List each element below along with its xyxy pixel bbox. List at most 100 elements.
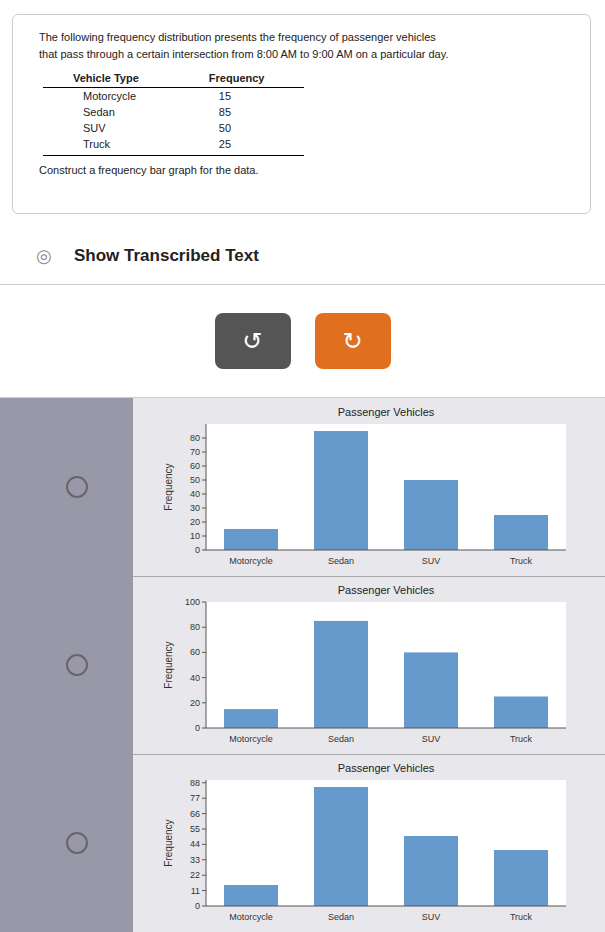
y-tick-label: 0 (195, 901, 200, 911)
x-tick-label: Truck (510, 556, 533, 566)
y-tick-label: 44 (190, 839, 200, 849)
radio-button[interactable] (66, 654, 88, 676)
y-axis-label: Frequency (163, 463, 174, 510)
x-tick-label: Motorcycle (229, 556, 273, 566)
button-bar: ↺↻ (0, 285, 605, 398)
x-tick-label: SUV (422, 734, 441, 744)
answer-option: Passenger VehiclesFrequency020406080100M… (0, 576, 605, 754)
x-axis-line (206, 728, 566, 729)
show-text[interactable]: Show Transcribed Text (74, 246, 259, 266)
x-tick-label: Motorcycle (229, 912, 273, 922)
plot-background (206, 602, 566, 728)
y-tick (202, 844, 206, 845)
table-cell: SUV (43, 120, 179, 136)
y-tick-label: 80 (190, 622, 200, 632)
x-tick-label: Motorcycle (229, 734, 273, 744)
x-tick-label: SUV (422, 556, 441, 566)
y-tick-label: 30 (190, 503, 200, 513)
chart-title: Passenger Vehicles (338, 584, 435, 596)
bar (494, 697, 548, 729)
y-tick-label: 33 (190, 855, 200, 865)
y-tick (202, 782, 206, 783)
table-cell: 25 (179, 136, 305, 156)
bar (224, 709, 278, 728)
y-tick (202, 728, 206, 729)
y-tick-label: 70 (190, 447, 200, 457)
answer-option: Passenger VehiclesFrequency0112233445566… (0, 754, 605, 932)
bar (494, 515, 548, 550)
x-tick-label: SUV (422, 912, 441, 922)
y-tick-label: 60 (190, 647, 200, 657)
y-tick-label: 77 (190, 793, 200, 803)
question-card: The following frequency distribution pre… (12, 14, 591, 214)
y-tick-label: 11 (191, 886, 200, 896)
row-separator (133, 576, 605, 577)
y-tick (202, 829, 206, 830)
table-cell: Motorcycle (43, 88, 179, 105)
bars (224, 787, 548, 906)
y-tick-label: 80 (190, 433, 200, 443)
table-header-row: Vehicle TypeFrequency (43, 70, 304, 88)
table-cell: 50 (179, 120, 305, 136)
show-transcribed[interactable]: ◎ Show Transcribed Text (0, 228, 605, 285)
y-tick (202, 677, 206, 678)
y-tick (202, 550, 206, 551)
y-tick (202, 652, 206, 653)
y-axis-line (206, 424, 207, 550)
y-axis-line (206, 602, 207, 728)
radio-button[interactable] (66, 476, 88, 498)
bar (404, 480, 458, 550)
bar (314, 787, 368, 906)
y-tick-label: 22 (190, 870, 200, 880)
bar (404, 652, 458, 728)
y-tick-label: 88 (190, 778, 200, 788)
bars (224, 431, 548, 550)
instruction-text: Construct a frequency bar graph for the … (39, 164, 564, 176)
y-tick-label: 60 (190, 461, 200, 471)
y-tick (202, 452, 206, 453)
bars (224, 621, 548, 728)
show-icon[interactable]: ◎ (36, 245, 60, 267)
undo-button[interactable]: ↺ (215, 313, 291, 369)
bar (224, 529, 278, 550)
row-separator (133, 754, 605, 755)
answer-area: Passenger Vehicles Frequency 0 10 20 30 40 50 60… (0, 398, 605, 932)
y-tick-label: 50 (190, 475, 200, 485)
y-tick (202, 813, 206, 814)
y-tick-label: 10 (190, 531, 200, 541)
y-tick-label: 100 (185, 597, 200, 607)
bar (314, 621, 368, 728)
plot-background (206, 780, 566, 906)
x-axis-line (206, 906, 566, 907)
table-cell: Truck (43, 136, 179, 156)
y-tick (202, 494, 206, 495)
bar-chart: Passenger VehiclesFrequency0102030405060… (160, 402, 580, 572)
y-tick (202, 522, 206, 523)
bar (494, 850, 548, 906)
table-cell: 85 (179, 104, 305, 120)
y-tick-label: 20 (190, 698, 200, 708)
y-tick-label: 40 (190, 673, 200, 683)
y-tick-label: 66 (190, 809, 200, 819)
y-tick (202, 536, 206, 537)
y-tick-label: 40 (190, 489, 200, 499)
y-tick (202, 602, 206, 603)
y-axis-line (206, 780, 207, 906)
y-tick (202, 890, 206, 891)
y-tick-label: 0 (195, 723, 200, 733)
table-cell: 15 (179, 88, 305, 105)
y-tick (202, 438, 206, 439)
y-tick (202, 798, 206, 799)
x-tick-label: Truck (510, 912, 533, 922)
y-tick (202, 480, 206, 481)
table-cell: Sedan (43, 104, 179, 120)
x-tick-label: Truck (510, 734, 533, 744)
bar (404, 836, 458, 906)
plot-background (206, 424, 566, 550)
radio-button[interactable] (66, 832, 88, 854)
y-tick (202, 702, 206, 703)
x-tick-label: Sedan (328, 556, 354, 566)
bar (314, 431, 368, 550)
redo-button[interactable]: ↻ (315, 313, 391, 369)
y-tick (202, 875, 206, 876)
